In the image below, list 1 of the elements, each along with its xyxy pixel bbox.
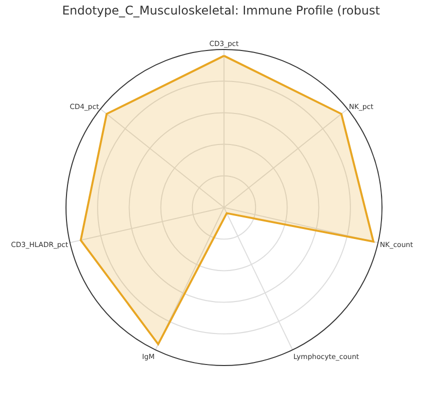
chart-title: Endotype_C_Musculoskeletal: Immune Profile (robust [62,4,380,18]
